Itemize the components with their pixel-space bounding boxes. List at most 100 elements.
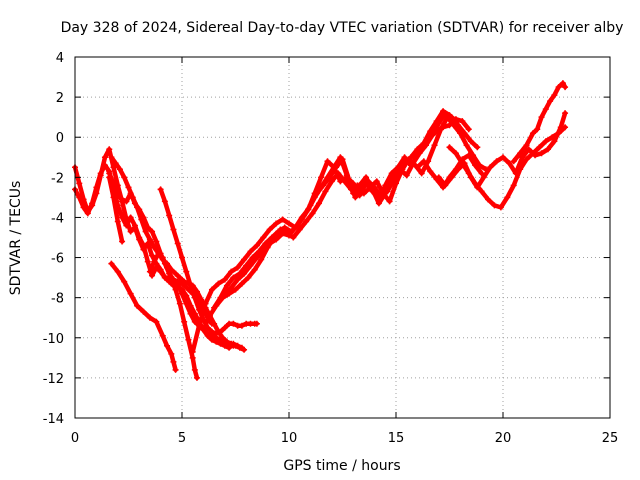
data-point: [127, 214, 134, 221]
data-point: [127, 228, 134, 235]
series-line: [109, 155, 247, 353]
x-tick-label: 10: [281, 431, 298, 446]
data-point: [181, 318, 188, 325]
data-point: [129, 194, 136, 201]
data-point: [211, 304, 218, 311]
y-axis-label: SDTVAR / TECUs: [8, 181, 24, 296]
data-point: [189, 354, 196, 361]
data-point: [266, 226, 273, 233]
data-point: [228, 268, 235, 275]
data-point: [110, 164, 117, 171]
data-point: [245, 274, 252, 281]
data-point: [241, 270, 248, 277]
data-point: [382, 190, 389, 197]
data-point: [183, 300, 190, 307]
data-point: [358, 186, 365, 193]
data-point: [305, 206, 312, 213]
data-point: [510, 182, 517, 189]
data-point: [401, 154, 408, 161]
data-point: [388, 178, 395, 185]
data-point: [253, 254, 260, 261]
data-point: [279, 216, 286, 223]
data-point: [76, 180, 83, 187]
data-point: [204, 330, 211, 337]
data-point: [179, 254, 185, 261]
data-point: [228, 284, 235, 291]
data-point: [414, 152, 421, 159]
data-point: [427, 128, 434, 135]
data-point: [157, 186, 164, 193]
data-point: [465, 152, 472, 159]
data-point: [328, 178, 335, 185]
data-point: [403, 172, 410, 179]
data-point: [258, 256, 265, 263]
data-point: [555, 84, 562, 91]
data-point: [562, 84, 569, 91]
series-arc-7: [146, 250, 200, 381]
data-point: [149, 272, 156, 279]
data-point: [161, 198, 168, 205]
data-point: [97, 170, 104, 177]
series-arc-11: [211, 110, 481, 311]
data-point: [125, 184, 132, 191]
data-point: [298, 216, 305, 223]
data-point: [106, 174, 113, 181]
data-point: [369, 186, 376, 193]
x-axis-label: GPS time / hours: [283, 458, 400, 474]
data-point: [140, 308, 147, 315]
data-point: [247, 248, 254, 255]
data-point: [146, 268, 153, 275]
data-point: [136, 234, 143, 241]
data-point: [465, 126, 472, 133]
y-tick-label: -8: [51, 292, 64, 307]
data-point: [159, 254, 166, 261]
data-point: [112, 160, 119, 167]
data-point: [440, 108, 447, 115]
data-point: [478, 170, 485, 177]
data-point: [330, 164, 337, 171]
data-point: [497, 204, 504, 211]
data-point: [538, 114, 545, 121]
data-point: [500, 154, 506, 161]
data-point: [232, 286, 239, 293]
data-point: [144, 258, 151, 265]
series-arc-8: [157, 186, 260, 337]
data-point: [557, 124, 564, 131]
data-point: [174, 278, 181, 285]
data-point: [187, 282, 194, 289]
data-point: [534, 126, 541, 133]
data-point: [544, 146, 551, 153]
data-point: [350, 190, 357, 197]
data-point: [459, 156, 466, 163]
data-point: [193, 374, 200, 381]
data-point: [493, 158, 500, 165]
data-point: [238, 322, 245, 329]
data-point: [213, 330, 220, 337]
series-arc-12: [221, 108, 459, 299]
data-point: [223, 338, 230, 345]
y-tick-label: -2: [51, 171, 64, 186]
y-tick-label: -14: [43, 412, 64, 427]
data-point: [318, 174, 325, 181]
x-tick-label: 20: [495, 431, 512, 446]
data-point: [324, 158, 331, 165]
data-point: [108, 260, 115, 267]
data-point: [179, 290, 185, 297]
data-point: [241, 256, 248, 263]
data-point: [433, 118, 440, 125]
data-point: [273, 220, 280, 227]
data-point: [191, 318, 198, 325]
data-point: [352, 194, 359, 201]
data-point: [487, 164, 494, 171]
data-point: [134, 302, 141, 309]
data-point: [275, 228, 282, 235]
series-line: [190, 116, 472, 355]
data-point: [116, 166, 123, 173]
data-point: [407, 162, 414, 169]
data-point: [266, 240, 273, 247]
y-tick-label: -4: [51, 211, 64, 226]
data-point: [375, 200, 382, 207]
data-point: [335, 170, 342, 177]
data-point: [164, 342, 171, 349]
data-point: [363, 174, 370, 181]
